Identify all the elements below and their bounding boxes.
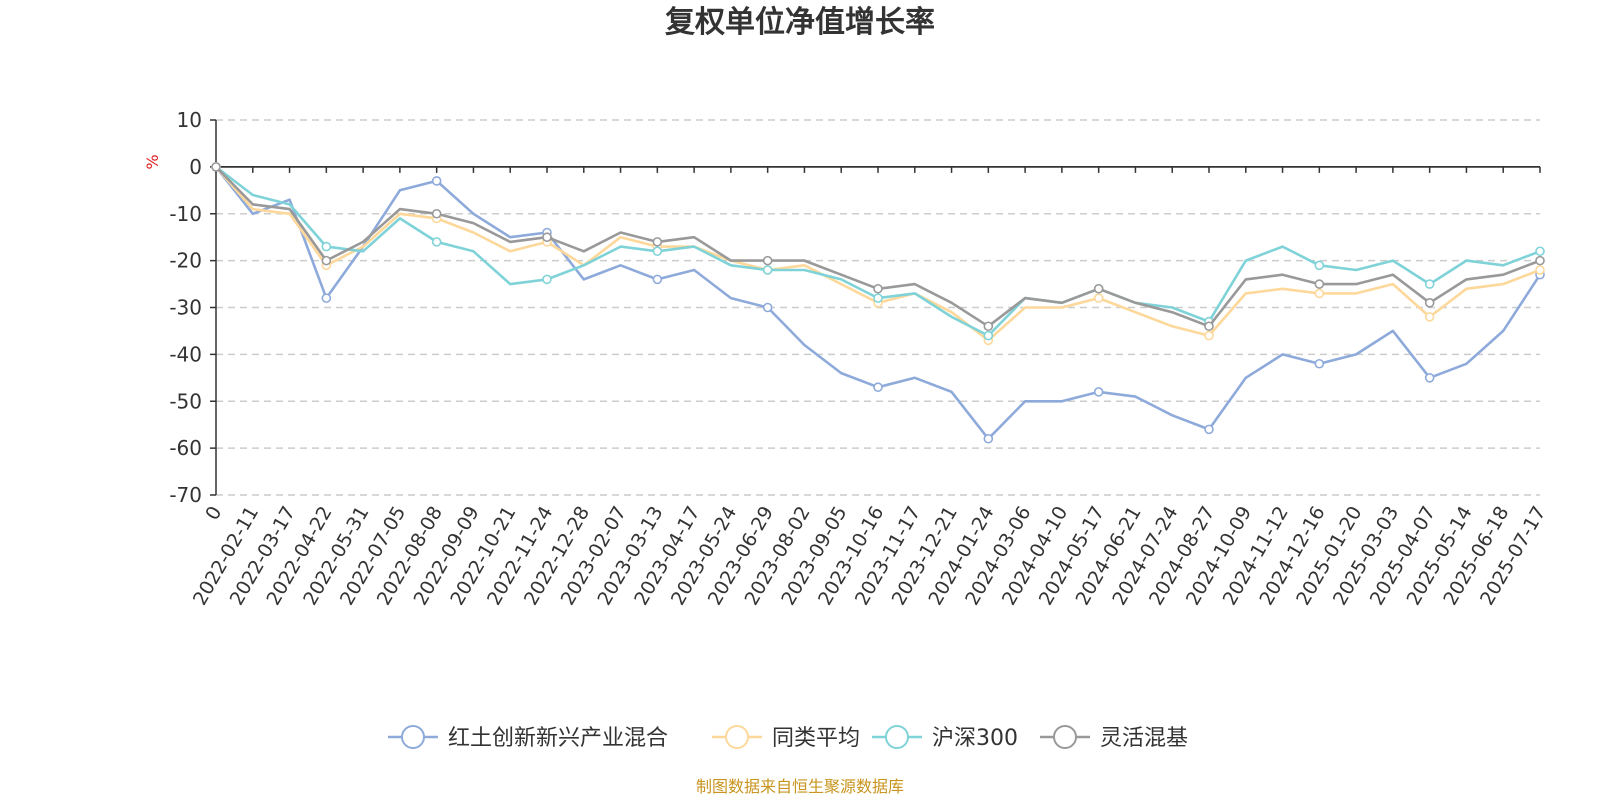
legend-item-1[interactable]: 红土创新新兴产业混合 [388, 725, 668, 751]
series-4 [211, 162, 1545, 332]
data-point [1093, 283, 1104, 294]
legend-label: 沪深300 [932, 726, 1018, 751]
y-tick-label: -50 [169, 389, 202, 413]
series-3 [211, 162, 1545, 341]
y-tick-label: -60 [169, 436, 202, 460]
data-point [1424, 373, 1435, 383]
data-point [1314, 288, 1325, 299]
data-point [873, 382, 883, 392]
data-point [762, 302, 773, 313]
data-point [1314, 260, 1325, 271]
data-point [1314, 358, 1325, 369]
series-line [215, 165, 1541, 337]
data-source-note: 制图数据来自恒生聚源数据库 [696, 777, 904, 796]
data-point [1535, 265, 1545, 275]
data-point [1314, 279, 1325, 289]
x-tick-label: 0 [201, 503, 226, 524]
data-point [1424, 279, 1435, 289]
y-tick-label: 10 [177, 108, 202, 132]
data-point [1424, 298, 1435, 308]
y-tick-labels: 10 0 -10 -20 -30 -40 -50 -60 -70 [169, 108, 202, 507]
y-tick-label: -70 [169, 483, 202, 507]
y-axis-unit: % [143, 154, 162, 169]
legend-marker-icon [1053, 725, 1077, 749]
data-point [1204, 330, 1214, 341]
y-tick-label: -30 [169, 296, 202, 320]
data-point [983, 433, 994, 444]
data-point [983, 330, 994, 341]
data-point [983, 321, 994, 332]
data-point [1093, 387, 1104, 397]
data-point [762, 255, 773, 266]
data-point [321, 255, 332, 266]
series-lines [211, 162, 1545, 444]
data-point [1204, 424, 1214, 435]
data-point [652, 237, 663, 247]
chart-title: 复权单位净值增长率 [665, 5, 935, 40]
y-tick-label: -20 [169, 249, 202, 273]
legend-item-2[interactable]: 同类平均 [712, 725, 860, 751]
legend-label: 灵活混基 [1100, 726, 1188, 751]
data-point [1093, 293, 1104, 303]
series-2 [211, 162, 1545, 346]
data-point [431, 208, 442, 219]
data-point [321, 241, 332, 252]
data-point [873, 293, 883, 303]
data-point [211, 162, 221, 172]
data-point [1424, 312, 1435, 322]
data-point [1535, 255, 1545, 266]
x-tick-labels: 02022-02-112022-03-172022-04-222022-05-3… [189, 503, 1550, 610]
data-point [431, 176, 442, 186]
legend-item-4[interactable]: 灵活混基 [1040, 725, 1188, 751]
data-point [652, 274, 663, 285]
axes [210, 119, 1541, 496]
data-point [762, 265, 773, 275]
data-point [431, 237, 442, 247]
series-line [215, 166, 1541, 342]
y-tick-label: -10 [169, 202, 202, 226]
data-point [1535, 246, 1545, 257]
data-point [542, 274, 552, 285]
data-point [321, 293, 332, 303]
legend[interactable]: 红土创新新兴产业混合 同类平均 沪深300 灵活混基 [388, 725, 1188, 751]
data-point [1204, 321, 1214, 332]
legend-marker-icon [401, 725, 425, 749]
data-point [652, 246, 663, 257]
legend-marker-icon [725, 725, 749, 749]
legend-label: 同类平均 [772, 726, 860, 751]
y-tick-label: -40 [169, 342, 202, 366]
legend-label: 红土创新新兴产业混合 [448, 726, 668, 751]
data-point [873, 283, 883, 294]
y-tick-label: 0 [189, 155, 202, 179]
legend-marker-icon [885, 725, 909, 749]
legend-item-3[interactable]: 沪深300 [872, 725, 1018, 751]
data-point [542, 232, 552, 242]
